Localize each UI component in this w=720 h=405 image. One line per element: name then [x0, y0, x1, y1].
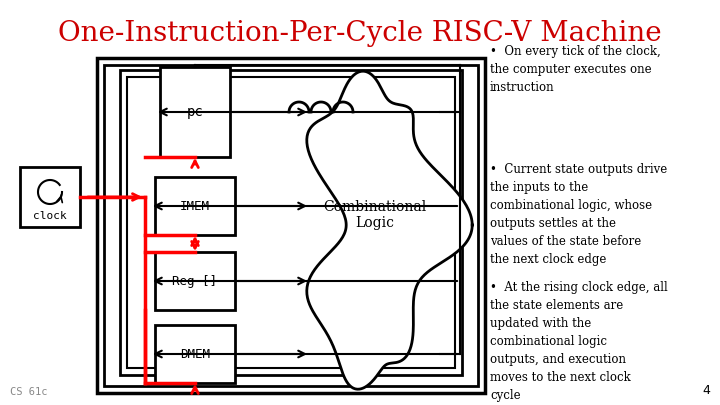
Text: •  At the rising clock edge, all
the state elements are
updated with the
combina: • At the rising clock edge, all the stat…: [490, 281, 667, 402]
Text: Combinational
Logic: Combinational Logic: [323, 200, 427, 230]
Bar: [155, 252, 235, 310]
Text: Reg []: Reg []: [173, 275, 217, 288]
Bar: [104, 65, 478, 386]
Text: 4: 4: [702, 384, 710, 397]
Text: DMEM: DMEM: [180, 347, 210, 360]
Bar: [127, 77, 455, 368]
Text: CS 61c: CS 61c: [10, 387, 48, 397]
Bar: [97, 58, 485, 393]
Text: •  On every tick of the clock,
the computer executes one
instruction: • On every tick of the clock, the comput…: [490, 45, 661, 94]
Text: One-Instruction-Per-Cycle RISC-V Machine: One-Instruction-Per-Cycle RISC-V Machine: [58, 20, 662, 47]
Bar: [160, 67, 230, 157]
Bar: [20, 167, 80, 227]
Text: clock: clock: [33, 211, 67, 221]
Bar: [120, 70, 462, 375]
Text: pc: pc: [186, 105, 203, 119]
Polygon shape: [307, 71, 472, 389]
Text: •  Current state outputs drive
the inputs to the
combinational logic, whose
outp: • Current state outputs drive the inputs…: [490, 163, 667, 266]
Text: IMEM: IMEM: [180, 200, 210, 213]
Bar: [155, 325, 235, 383]
Bar: [155, 177, 235, 235]
